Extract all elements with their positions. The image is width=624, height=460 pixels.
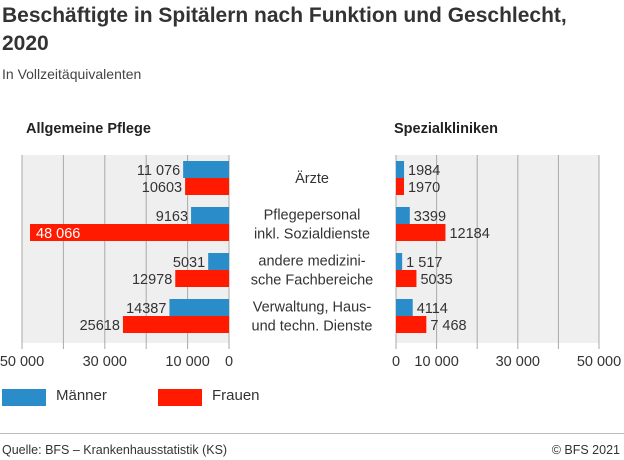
copyright: © BFS 2021 [551,443,620,457]
data-label-right: 1 517 [406,255,442,271]
legend-label-maenner: Männer [56,387,107,404]
x-tick-label-right: 50 000 [577,354,621,370]
category-label: Pflegepersonal [264,208,361,224]
bar-left-frauen [185,178,229,195]
category-label: Verwaltung, Haus- [253,300,372,316]
x-tick-label-right: 10 000 [414,354,458,370]
plot-background-right [396,155,599,343]
data-label-right: 5035 [420,272,452,288]
bar-left-frauen [122,316,229,333]
bar-right-frauen [396,270,417,287]
chart-svg: 50 000 30 000 10 000 0 11 076 9163 5031 14387 10… [0,155,621,370]
bar-left-maenner [169,299,229,316]
x-tick-label-left: 0 [225,354,233,370]
data-label-left: 12978 [132,272,172,288]
legend-swatch-maenner [2,389,46,406]
legend-swatch-frauen [158,389,202,406]
footer-divider [0,433,624,434]
bar-left-maenner [191,207,229,224]
data-label-left: 25618 [80,318,120,334]
chart-title: Beschäftigte in Spitälern nach Funktion … [2,4,567,55]
data-label-left: 14387 [126,301,166,317]
bar-left-frauen [30,224,229,241]
legend-label-frauen: Frauen [212,387,260,404]
bar-left-maenner [183,161,229,178]
category-label: andere medizini- [258,254,365,270]
bar-right-maenner [396,161,405,178]
panel-title-left: Allgemeine Pflege [26,121,151,137]
x-tick-label-left: 10 000 [165,354,209,370]
x-tick-label-left: 30 000 [83,354,127,370]
bar-left-frauen [175,270,229,287]
bar-right-frauen [396,178,404,195]
data-label-right: 1970 [408,180,440,196]
data-label-right: 1984 [408,163,440,179]
x-tick-label-right: 30 000 [496,354,540,370]
category-label: sche Fachbereiche [251,273,374,289]
x-tick-label-right: 0 [392,354,400,370]
data-label-left: 11 076 [137,163,180,179]
chart-subtitle: In Vollzeitäquivalenten [2,66,142,82]
category-label: Ärzte [295,170,329,187]
category-label: und techn. Dienste [252,319,373,335]
data-label-left: 9163 [156,209,188,225]
data-label-left: 10603 [142,180,182,196]
data-label-right: 4114 [417,301,448,317]
category-label: inkl. Sozialdienste [254,227,370,243]
data-label-left: 5031 [173,255,205,271]
panel-title-right: Spezialkliniken [394,121,498,137]
bar-right-maenner [396,207,410,224]
bar-right-maenner [396,299,413,316]
data-label-left: 48 066 [36,226,80,242]
data-label-right: 12184 [449,226,489,242]
x-tick-label-left: 50 000 [0,354,44,370]
source-note: Quelle: BFS – Krankenhausstatistik (KS) [2,443,228,457]
bar-right-frauen [396,224,446,241]
data-label-right: 7 468 [430,318,466,334]
data-label-right: 3399 [414,209,446,225]
bar-right-maenner [396,253,403,270]
bar-right-frauen [396,316,427,333]
bar-left-maenner [208,253,229,270]
